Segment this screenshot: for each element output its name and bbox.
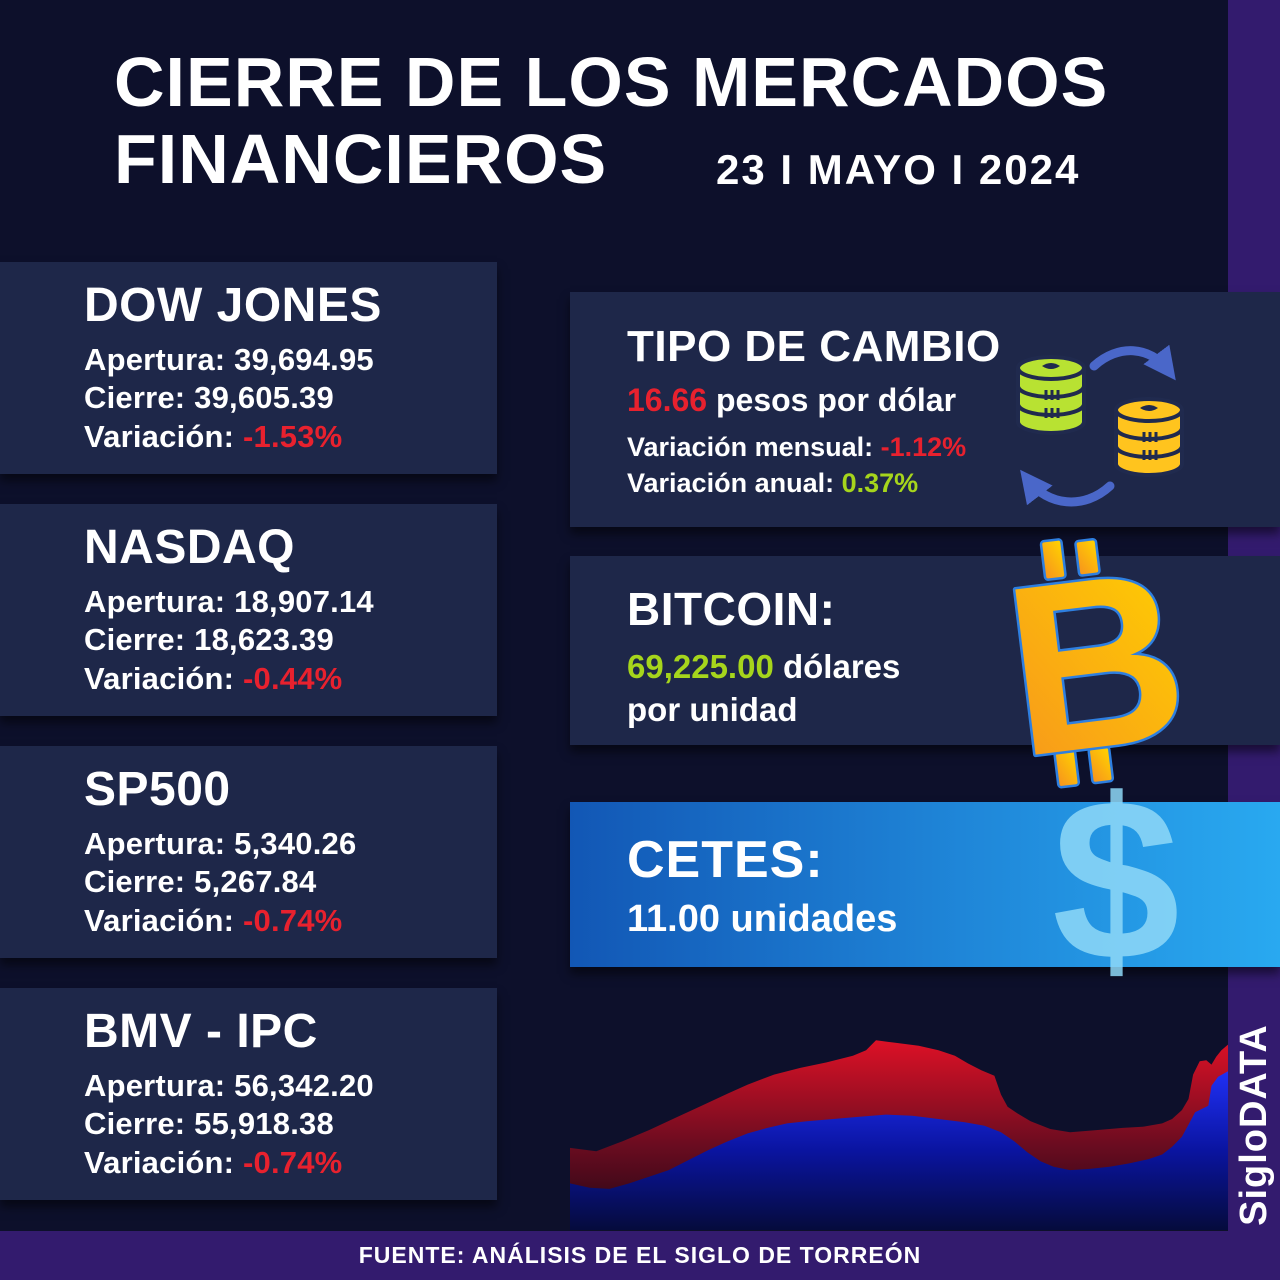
gold-coin-stack-icon: [1114, 397, 1184, 477]
monthly-value: -1.12%: [880, 432, 967, 462]
apertura-value: 39,694.95: [234, 342, 374, 377]
source-text: FUENTE: ANÁLISIS DE EL SIGLO DE TORREÓN: [358, 1242, 922, 1268]
apertura-line: Apertura: 5,340.26: [84, 825, 497, 863]
cierre-line: Cierre: 5,267.84: [84, 863, 497, 901]
variacion-line: Variación: -0.74%: [84, 902, 497, 940]
variacion-label: Variación:: [84, 660, 235, 696]
arrow-left-icon: [1020, 469, 1115, 507]
index-name: SP500: [84, 763, 231, 816]
cierre-label: Cierre:: [84, 622, 186, 658]
bitcoin-price-value: 69,225.00: [627, 648, 774, 685]
apertura-value: 5,340.26: [234, 826, 357, 861]
apertura-label: Apertura:: [84, 826, 226, 861]
cierre-value: 5,267.84: [194, 864, 317, 900]
index-name: DOW JONES: [84, 279, 382, 332]
bitcoin-unit-line: por unidad: [627, 690, 798, 728]
cierre-value: 55,918.38: [194, 1106, 334, 1142]
panel-bitcoin: BITCOIN: 69,225.00 dólares por unidad: [570, 556, 1280, 745]
exchange-annual-line: Variación anual: 0.37%: [627, 465, 1280, 501]
panel-nasdaq: NASDAQ Apertura: 18,907.14 Cierre: 18,62…: [0, 504, 497, 716]
apertura-value: 56,342.20: [234, 1068, 374, 1103]
cierre-label: Cierre:: [84, 1106, 186, 1142]
variacion-line: Variación: -0.74%: [84, 1144, 497, 1182]
annual-value: 0.37%: [841, 468, 919, 499]
exchange-rate-line: 16.66 pesos por dólar: [627, 382, 1280, 419]
cierre-line: Cierre: 55,918.38: [84, 1105, 497, 1143]
apertura-line: Apertura: 39,694.95: [84, 341, 497, 379]
variacion-line: Variación: -0.44%: [84, 660, 497, 698]
page-title: CIERRE DE LOS MERCADOS FINANCIEROS: [114, 44, 1108, 198]
cierre-value: 18,623.39: [194, 622, 334, 658]
bitcoin-title: BITCOIN:: [627, 583, 836, 635]
cierre-line: Cierre: 18,623.39: [84, 621, 497, 659]
svg-text:B: B: [995, 534, 1180, 796]
panel-cetes: CETES: 11.00 unidades: [570, 802, 1280, 967]
apertura-label: Apertura:: [84, 584, 226, 619]
cierre-value: 39,605.39: [194, 380, 334, 416]
siglodata-brand: SigloDATA: [1232, 1024, 1275, 1226]
apertura-label: Apertura:: [84, 1068, 226, 1103]
bitcoin-price-line: 69,225.00 dólares: [627, 646, 1280, 689]
page-title-line2: FINANCIEROS: [114, 120, 608, 198]
blue-area-series: [570, 1071, 1228, 1230]
index-name: NASDAQ: [84, 521, 296, 574]
panel-sp500: SP500 Apertura: 5,340.26 Cierre: 5,267.8…: [0, 746, 497, 958]
cierre-label: Cierre:: [84, 864, 186, 900]
arrow-right-icon: [1089, 344, 1176, 381]
exchange-rate-suffix: pesos por dólar: [715, 382, 957, 418]
variacion-line: Variación: -1.53%: [84, 418, 497, 456]
date-label: 23 I MAYO I 2024: [716, 146, 1081, 193]
exchange-title: TIPO DE CAMBIO: [627, 322, 1001, 371]
variacion-value: -0.44%: [243, 660, 343, 696]
bitcoin-price-suffix: dólares: [782, 648, 901, 685]
source-footer: FUENTE: ANÁLISIS DE EL SIGLO DE TORREÓN: [0, 1231, 1280, 1280]
apertura-line: Apertura: 56,342.20: [84, 1067, 497, 1105]
variacion-value: -1.53%: [243, 418, 343, 454]
cetes-value: 11.00 unidades: [627, 898, 898, 940]
exchange-monthly-line: Variación mensual: -1.12%: [627, 429, 1280, 465]
apertura-label: Apertura:: [84, 342, 226, 377]
cierre-line: Cierre: 39,605.39: [84, 379, 497, 417]
variacion-label: Variación:: [84, 1144, 235, 1180]
green-coin-stack-icon: [1016, 355, 1086, 435]
index-name: BMV - IPC: [84, 1005, 318, 1058]
monthly-label: Variación mensual:: [627, 432, 874, 462]
currency-exchange-icon: [1016, 344, 1184, 507]
panel-dow-jones: DOW JONES Apertura: 39,694.95 Cierre: 39…: [0, 262, 497, 474]
market-area-chart: [570, 1040, 1228, 1230]
variacion-value: -0.74%: [243, 1144, 343, 1180]
variacion-label: Variación:: [84, 418, 235, 454]
bitcoin-icon: B: [995, 534, 1180, 796]
page-title-line1: CIERRE DE LOS MERCADOS: [114, 43, 1109, 121]
apertura-line: Apertura: 18,907.14: [84, 583, 497, 621]
dollar-sign-icon: $: [1052, 751, 1180, 1008]
exchange-rate-value: 16.66: [627, 382, 708, 418]
cetes-title: CETES:: [627, 831, 824, 889]
variacion-value: -0.74%: [243, 902, 343, 938]
apertura-value: 18,907.14: [234, 584, 374, 619]
annual-label: Variación anual:: [627, 468, 835, 499]
cierre-label: Cierre:: [84, 380, 186, 416]
variacion-label: Variación:: [84, 902, 235, 938]
panel-bmv-ipc: BMV - IPC Apertura: 56,342.20 Cierre: 55…: [0, 988, 497, 1200]
